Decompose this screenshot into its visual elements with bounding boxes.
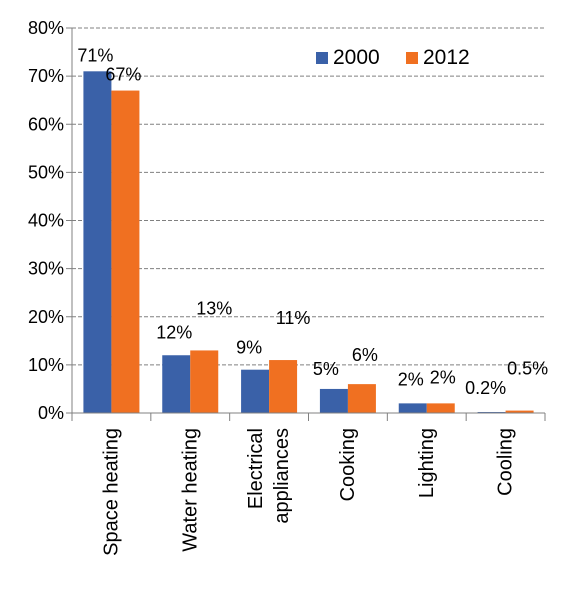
data-label: 2% (430, 367, 456, 387)
bar-2012 (111, 90, 140, 413)
data-label: 0.2% (465, 378, 506, 398)
y-tick-label: 80% (28, 18, 64, 38)
bar-2012 (269, 360, 298, 413)
data-label: 11% (276, 308, 311, 328)
data-label: 0.5% (507, 359, 548, 379)
category-label: appliances (271, 428, 293, 524)
legend-swatch-2000 (316, 52, 328, 64)
bar-2012 (426, 403, 455, 413)
bar-2000 (162, 355, 191, 413)
bar-2012 (347, 384, 376, 413)
y-tick-label: 0% (38, 403, 64, 423)
y-tick-label: 50% (28, 162, 64, 182)
category-label: Cooking (337, 428, 359, 501)
data-label: 12% (156, 322, 192, 342)
data-label: 13% (196, 298, 232, 318)
y-tick-label: 70% (28, 66, 64, 86)
legend-label: 2000 (333, 46, 380, 69)
bars (83, 71, 534, 414)
bar-2012 (505, 410, 534, 413)
category-label: Cooling (495, 428, 517, 496)
data-labels: 71%67% 12%13%9% 11% 5% 6% 2% 2% 0.2%0.5% (77, 45, 548, 398)
data-label: 9% (236, 338, 262, 358)
data-label: 5% (313, 359, 339, 379)
data-label: 2% (398, 369, 424, 389)
data-label: 71% (77, 45, 113, 65)
bar-2012 (190, 350, 219, 413)
y-tick-label: 10% (28, 355, 64, 375)
category-label: Lighting (416, 428, 438, 498)
bar-2000 (398, 403, 427, 413)
x-axis: Space heating Water heating Electrical appl… (71, 412, 546, 556)
legend-swatch-2012 (406, 52, 418, 64)
y-tick-label: 40% (28, 211, 64, 231)
legend-label: 2012 (423, 46, 470, 69)
category-label: Electrical (245, 428, 267, 509)
data-label: 6% (352, 345, 378, 365)
category-label: Space heating (100, 428, 122, 556)
category-label: Water heating (179, 428, 201, 552)
y-tick-label: 30% (28, 259, 64, 279)
gridlines (72, 27, 545, 366)
bar-2000 (83, 71, 112, 413)
y-tick-label: 60% (28, 114, 64, 134)
bar-2000 (241, 369, 270, 413)
legend: 2000 2012 (316, 46, 470, 69)
bar-2000 (319, 388, 348, 413)
y-axis: 0% 10% 20% 30% 40% 50% 60% 70% 80% (28, 18, 73, 423)
data-label: 67% (105, 65, 141, 85)
y-tick-label: 20% (28, 307, 64, 327)
